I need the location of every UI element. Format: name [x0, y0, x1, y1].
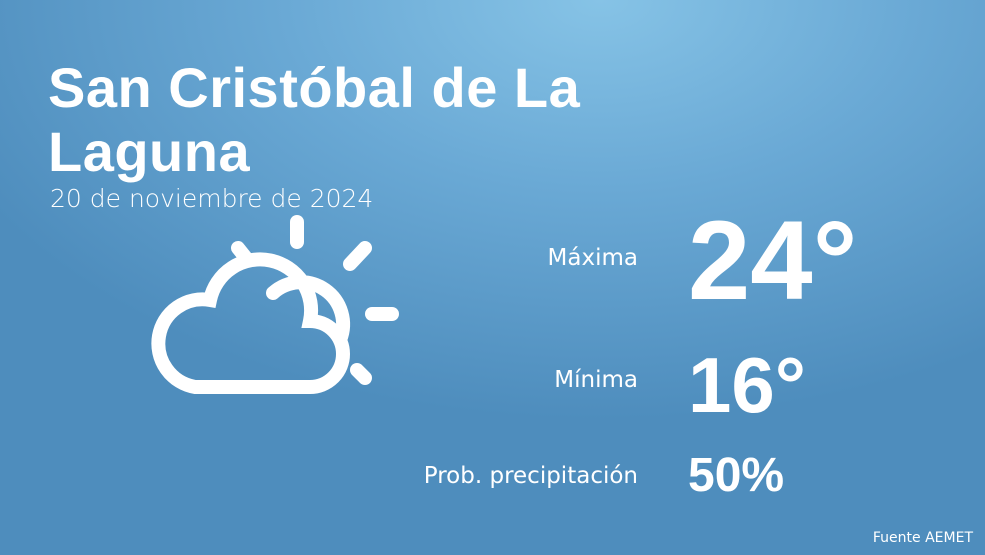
- stat-label: Mínima: [554, 367, 638, 393]
- stat-value: 50%: [688, 449, 785, 502]
- date: 20 de noviembre de 2024: [50, 184, 374, 213]
- stat-label: Máxima: [547, 245, 638, 271]
- weather-icon: [151, 215, 399, 394]
- source: Fuente AEMET: [872, 530, 973, 546]
- stat-label: Prob. precipitación: [423, 463, 638, 489]
- stat-value: 16°: [688, 341, 806, 429]
- stat-value: 24°: [688, 198, 858, 323]
- city-title: San Cristóbal de La Laguna: [48, 56, 581, 183]
